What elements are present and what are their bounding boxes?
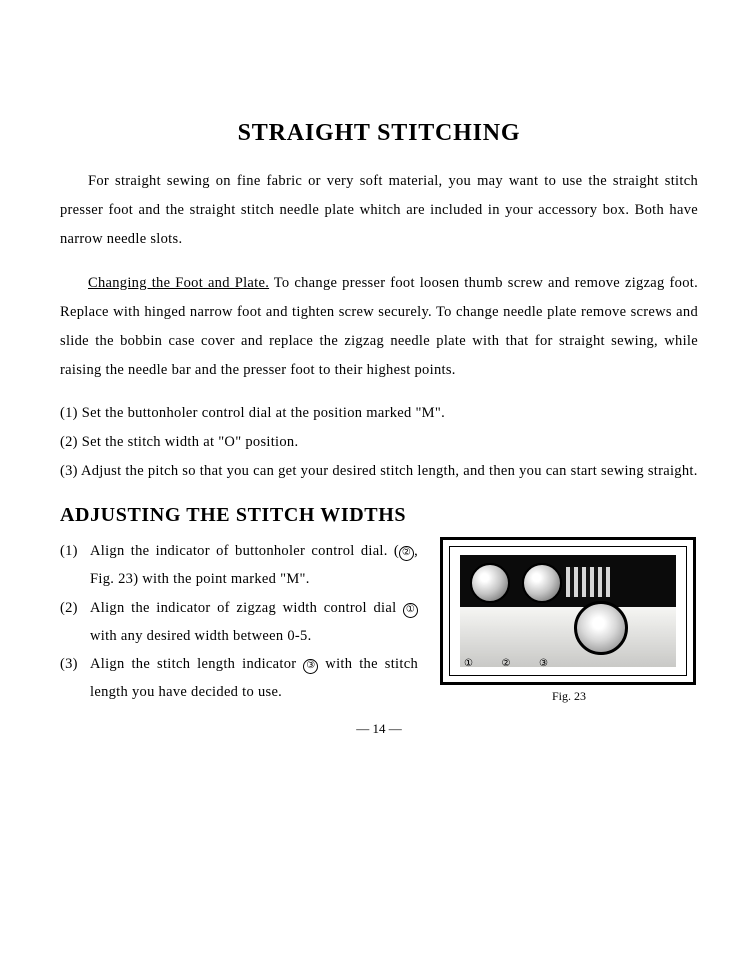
a2b: with any desired width between 0-5. [90, 628, 312, 644]
dial-icon [470, 563, 510, 603]
list-text: Align the indicator of buttonholer contr… [90, 537, 418, 594]
adjust-list: (1) Align the indicator of buttonholer c… [60, 537, 418, 707]
list-item: (2) Align the indicator of zigzag width … [60, 594, 418, 651]
step-1: (1) Set the buttonholer control dial at … [60, 399, 698, 428]
list-text: Align the stitch length indicator ③ with… [90, 650, 418, 707]
callout-3: ③ [539, 658, 548, 669]
list-num: (2) [60, 594, 90, 651]
callout-1: ① [464, 658, 473, 669]
changing-foot-lead: Changing the Foot and Plate. [88, 275, 269, 291]
step-2-text: Set the stitch width at "O" position. [82, 434, 299, 450]
list-item: (1) Align the indicator of buttonholer c… [60, 537, 418, 594]
step-3-text: Adjust the pitch so that you can get you… [81, 463, 698, 479]
two-column-row: (1) Align the indicator of buttonholer c… [60, 537, 698, 707]
a3a: Align the stitch length indicator [90, 656, 303, 672]
a1a: Align the indicator of buttonholer contr… [90, 543, 388, 559]
figure-callouts: ① ② ③ [464, 658, 574, 669]
subtitle: ADJUSTING THE STITCH WIDTHS [60, 504, 698, 527]
circled-3-icon: ③ [303, 659, 318, 674]
step-3: (3) Adjust the pitch so that you can get… [60, 457, 698, 486]
changing-foot-paragraph: Changing the Foot and Plate. To change p… [60, 269, 698, 385]
figure-frame: ① ② ③ [449, 546, 687, 676]
list-num: (3) [60, 650, 90, 707]
figure-column: ① ② ③ Fig. 23 [440, 537, 698, 704]
page-number: — 14 — [60, 721, 698, 737]
list-item: (3) Align the stitch length indicator ③ … [60, 650, 418, 707]
circled-1-icon: ① [403, 603, 418, 618]
callout-2: ② [501, 658, 510, 669]
intro-paragraph: For straight sewing on fine fabric or ve… [60, 167, 698, 254]
a2a: Align the indicator of zigzag width cont… [90, 600, 403, 616]
figure-23: ① ② ③ [440, 537, 696, 685]
list-num: (1) [60, 537, 90, 594]
list-text: Align the indicator of zigzag width cont… [90, 594, 418, 651]
stitch-chart-icon [566, 567, 610, 597]
figure-caption: Fig. 23 [440, 689, 698, 704]
page-title: STRAIGHT STITCHING [60, 120, 698, 147]
circled-2-icon: ② [399, 546, 414, 561]
dial-icon [522, 563, 562, 603]
step-2: (2) Set the stitch width at "O" position… [60, 428, 698, 457]
page: STRAIGHT STITCHING For straight sewing o… [0, 0, 738, 954]
main-dial-icon [574, 601, 628, 655]
step-1-text: Set the buttonholer control dial at the … [82, 405, 445, 421]
